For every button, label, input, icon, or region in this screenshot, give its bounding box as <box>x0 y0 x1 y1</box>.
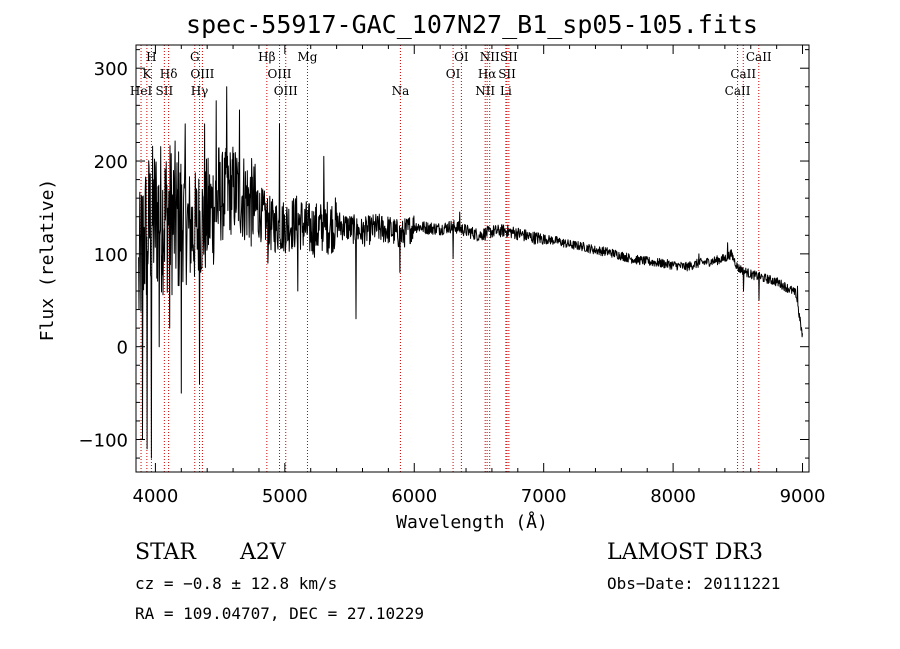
spectrum-line <box>138 86 803 459</box>
spectral-line-label: Li <box>500 84 512 98</box>
y-tick-label: 0 <box>117 338 128 359</box>
x-axis-ticks: 4000 5000 6000 7000 8000 9000 <box>133 45 826 507</box>
x-tick-label: 4000 <box>133 486 179 507</box>
spectral-line-label: Hδ <box>160 67 178 81</box>
spectral-line-label: Hγ <box>191 84 209 98</box>
spectral-line-label: H <box>146 50 156 64</box>
y-tick-label: 200 <box>94 152 128 173</box>
spectral-line-label: HeI <box>130 84 153 98</box>
spectral-line-markers <box>140 45 760 472</box>
spectral-line-label: K <box>142 67 152 81</box>
coordinates-readout: RA = 109.04707, DEC = 27.10229 <box>135 604 424 623</box>
y-axis-ticks: −100 0 100 200 300 <box>79 49 809 459</box>
spectral-line-label: G <box>190 50 200 64</box>
spectral-line-label: Mg <box>298 50 318 64</box>
observation-date: Obs−Date: 20111221 <box>607 574 780 593</box>
spectral-line-label: NII <box>475 84 495 98</box>
spectral-line-label: OI <box>446 67 461 81</box>
x-tick-label: 5000 <box>262 486 308 507</box>
spectral-line-label: SII <box>500 50 518 64</box>
spectral-line-label: CaII <box>746 50 772 64</box>
x-tick-label: 6000 <box>391 486 437 507</box>
y-axis-label: Flux (relative) <box>37 179 58 342</box>
x-tick-label: 8000 <box>650 486 696 507</box>
spectral-line-label: Hβ <box>258 50 275 64</box>
spectral-line-label: Na <box>392 84 410 98</box>
spectral-line-label: SII <box>155 84 173 98</box>
spectral-line-label: CaII <box>730 67 756 81</box>
x-axis-label: Wavelength (Å) <box>396 511 548 533</box>
x-tick-label: 9000 <box>780 486 826 507</box>
spectral-line-label: SII <box>498 67 516 81</box>
survey-name: LAMOST DR3 <box>607 540 763 565</box>
spectral-line-label: OI <box>454 50 469 64</box>
object-class: STAR <box>135 540 197 565</box>
y-tick-label: 300 <box>94 59 128 80</box>
spectral-line-labels: HK HeI Hδ SII G OIII Hγ Hβ OIII OIII Mg Na OI OI NII Hα… <box>130 50 772 98</box>
subclass: A2V <box>239 540 287 565</box>
x-tick-label: 7000 <box>521 486 567 507</box>
y-tick-label: 100 <box>94 245 128 266</box>
spectral-line-label: NII <box>480 50 500 64</box>
redshift-readout: cz = −0.8 ± 12.8 km/s <box>135 574 337 593</box>
spectral-line-label: OIII <box>190 67 214 81</box>
plot-frame <box>135 44 810 473</box>
spectral-line-label: OIII <box>274 84 298 98</box>
spectral-line-label: Hα <box>478 67 497 81</box>
spectral-line-label: OIII <box>267 67 291 81</box>
y-tick-label: −100 <box>79 431 128 452</box>
spectral-line-label: CaII <box>725 84 751 98</box>
chart-title: spec-55917-GAC_107N27_B1_sp05-105.fits <box>186 10 758 39</box>
